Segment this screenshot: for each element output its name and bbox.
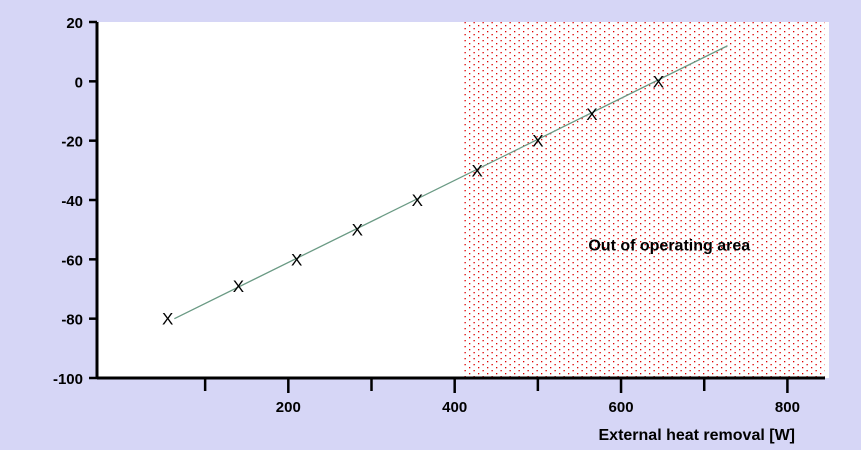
y-tick-label: 0 — [75, 74, 83, 91]
x-axis: 200 400 600 800 — [97, 376, 825, 416]
y-tick-label: -40 — [61, 193, 83, 210]
data-point: X — [352, 221, 363, 240]
x-axis-title: External heat removal [W] — [599, 427, 796, 444]
y-tick-label: -20 — [61, 134, 83, 151]
y-tick-label: -100 — [53, 371, 83, 388]
y-tick-label: -60 — [61, 252, 83, 269]
y-axis: 20 0 -20 -40 -60 -80 -100 — [53, 15, 99, 388]
region-label: Out of operating area — [588, 237, 750, 254]
x-tick-label: 800 — [775, 399, 800, 416]
data-point: X — [653, 72, 664, 91]
data-point: X — [162, 310, 173, 329]
x-tick-label: 200 — [276, 399, 301, 416]
fit-line — [174, 45, 728, 320]
y-tick-label: 20 — [66, 15, 83, 32]
data-point: X — [471, 161, 482, 180]
data-point: X — [412, 191, 423, 210]
x-tick-label: 600 — [609, 399, 634, 416]
x-tick-label: 400 — [442, 399, 467, 416]
y-tick-label: -80 — [61, 312, 83, 329]
out-of-operating-region — [463, 22, 825, 378]
data-point: X — [233, 277, 244, 296]
data-point: X — [291, 250, 302, 269]
data-point: X — [532, 132, 543, 151]
data-point: X — [586, 105, 597, 124]
data-points: X X X X X X X X X — [162, 72, 664, 328]
